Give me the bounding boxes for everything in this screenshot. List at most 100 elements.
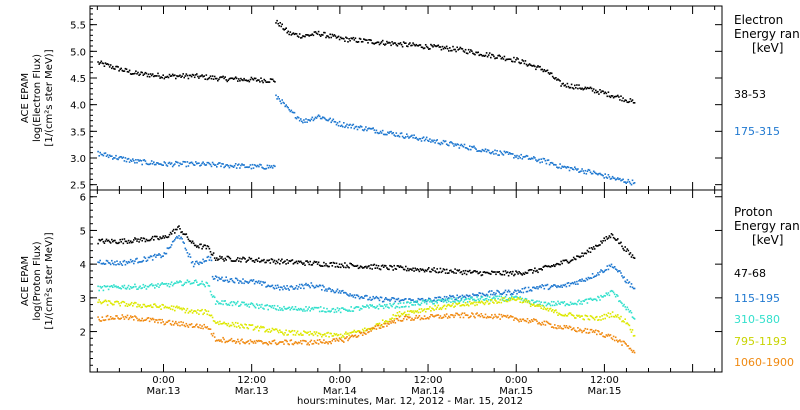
bottom-data-point bbox=[483, 294, 486, 296]
bottom-data-point bbox=[243, 282, 245, 285]
top-data-point bbox=[287, 30, 289, 33]
bottom-data-point bbox=[310, 333, 313, 335]
bottom-data-point bbox=[167, 236, 170, 238]
bottom-data-point bbox=[473, 270, 475, 272]
top-data-point bbox=[435, 139, 437, 142]
bottom-data-point bbox=[301, 308, 303, 311]
bottom-data-point bbox=[356, 306, 359, 308]
bottom-data-point bbox=[262, 326, 264, 328]
top-data-point bbox=[429, 138, 431, 140]
bottom-data-point bbox=[617, 341, 619, 343]
top-data-point bbox=[607, 174, 610, 176]
bottom-data-point bbox=[116, 242, 118, 245]
top-data-point bbox=[623, 100, 625, 103]
top-data-point bbox=[376, 41, 379, 43]
bottom-data-point bbox=[343, 336, 345, 338]
bottom-data-point bbox=[133, 302, 135, 305]
bottom-data-point bbox=[402, 299, 405, 302]
bottom-data-point bbox=[476, 270, 478, 273]
bottom-data-point bbox=[289, 260, 292, 263]
bottom-data-point bbox=[119, 318, 121, 320]
bottom-data-point bbox=[196, 260, 198, 263]
bottom-data-point bbox=[496, 316, 498, 319]
bottom-data-point bbox=[219, 255, 221, 258]
bottom-data-point bbox=[633, 257, 636, 259]
top-data-point bbox=[451, 141, 453, 144]
top-data-point bbox=[566, 166, 569, 168]
bottom-data-point bbox=[516, 318, 518, 320]
top-data-point bbox=[192, 74, 195, 76]
bottom-data-point bbox=[270, 306, 273, 309]
bottom-data-point bbox=[330, 310, 332, 312]
bottom-data-point bbox=[421, 268, 424, 271]
top-data-point bbox=[229, 77, 232, 80]
bottom-data-point bbox=[134, 315, 136, 317]
top-data-point bbox=[248, 166, 251, 168]
bottom-data-point bbox=[105, 285, 108, 288]
bottom-data-point bbox=[570, 303, 573, 305]
bottom-data-point bbox=[385, 320, 387, 322]
bottom-data-point bbox=[281, 331, 283, 333]
bottom-data-point bbox=[166, 321, 169, 323]
top-data-point bbox=[350, 37, 352, 39]
bottom-data-point bbox=[579, 316, 581, 318]
bottom-data-point bbox=[253, 282, 256, 285]
bottom-data-point bbox=[565, 259, 568, 261]
bottom-data-point bbox=[198, 246, 200, 249]
bottom-data-point bbox=[562, 302, 564, 304]
bottom-data-point bbox=[154, 287, 156, 289]
top-data-point bbox=[107, 63, 110, 66]
top-data-point bbox=[280, 102, 282, 105]
bottom-data-point bbox=[265, 330, 267, 332]
bottom-data-point bbox=[162, 304, 164, 306]
bottom-data-point bbox=[242, 341, 244, 343]
bottom-data-point bbox=[292, 308, 295, 311]
bottom-data-point bbox=[223, 300, 225, 302]
bottom-data-point bbox=[543, 306, 546, 308]
bottom-data-point bbox=[428, 308, 430, 310]
top-data-point bbox=[197, 162, 199, 165]
bottom-data-point bbox=[590, 277, 593, 279]
bottom-data-point bbox=[501, 299, 504, 301]
bottom-data-point bbox=[536, 300, 538, 302]
bottom-data-point bbox=[611, 311, 614, 313]
bottom-data-point bbox=[605, 236, 608, 238]
bottom-ytick-label: 4 bbox=[80, 260, 86, 271]
bottom-data-point bbox=[230, 278, 233, 280]
top-data-point bbox=[117, 66, 119, 68]
top-data-point bbox=[258, 165, 260, 168]
bottom-data-point bbox=[277, 342, 280, 344]
bottom-data-point bbox=[127, 318, 130, 321]
top-data-point bbox=[121, 69, 124, 72]
bottom-data-point bbox=[259, 327, 261, 329]
bottom-data-point bbox=[458, 302, 461, 305]
bottom-data-point bbox=[290, 339, 293, 341]
bottom-data-point bbox=[455, 297, 457, 299]
top-data-point bbox=[112, 65, 114, 68]
top-data-point bbox=[412, 42, 414, 44]
top-data-point bbox=[279, 22, 281, 24]
bottom-data-point bbox=[148, 256, 151, 259]
top-data-point bbox=[340, 37, 343, 40]
top-data-point bbox=[324, 117, 326, 120]
top-data-point bbox=[561, 165, 563, 168]
bottom-data-point bbox=[272, 307, 275, 309]
top-data-point bbox=[438, 46, 441, 48]
top-data-point bbox=[506, 151, 509, 153]
bottom-data-point bbox=[560, 301, 562, 304]
top-data-point bbox=[550, 161, 553, 164]
bottom-data-point bbox=[159, 305, 161, 307]
bottom-data-point bbox=[529, 269, 532, 271]
bottom-data-point bbox=[553, 327, 555, 329]
top-data-point bbox=[396, 45, 399, 47]
bottom-data-point bbox=[367, 328, 369, 330]
bottom-data-point bbox=[358, 297, 361, 300]
bottom-data-point bbox=[286, 259, 288, 261]
bottom-data-point bbox=[359, 332, 362, 335]
bottom-data-point bbox=[314, 333, 317, 335]
bottom-data-point bbox=[490, 273, 492, 275]
top-data-point bbox=[136, 161, 138, 164]
bottom-data-point bbox=[507, 297, 510, 300]
bottom-data-point bbox=[459, 295, 462, 298]
bottom-data-point bbox=[104, 240, 107, 242]
